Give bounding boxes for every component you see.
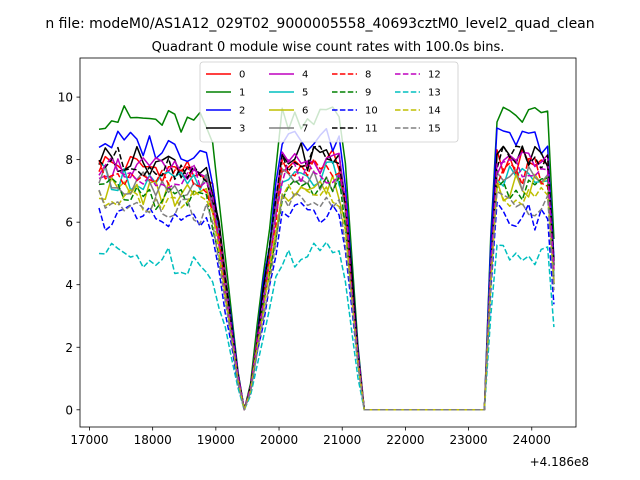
legend-label-14: 14: [428, 106, 441, 117]
legend-label-8: 8: [365, 70, 371, 81]
y-tick-label: 0: [65, 403, 73, 417]
legend-label-3: 3: [239, 124, 245, 135]
y-tick-label: 6: [65, 216, 73, 230]
x-tick-label: 18000: [134, 433, 172, 447]
legend-label-15: 15: [428, 124, 441, 135]
legend-label-9: 9: [365, 88, 371, 99]
y-tick-label: 8: [65, 153, 73, 167]
chart-title: Quadrant 0 module wise count rates with …: [152, 40, 505, 55]
x-tick-label: 23000: [449, 433, 487, 447]
legend-label-7: 7: [302, 124, 308, 135]
legend-label-1: 1: [239, 88, 245, 99]
y-tick-label: 10: [58, 91, 73, 105]
legend-label-10: 10: [365, 106, 378, 117]
series-line-14: [98, 183, 555, 411]
x-tick-label: 19000: [197, 433, 235, 447]
legend-label-0: 0: [239, 70, 245, 81]
y-tick-label: 2: [65, 341, 73, 355]
chart-suptitle: n file: modeM0/AS1A12_029T02_9000005558_…: [45, 16, 594, 32]
legend-label-11: 11: [365, 124, 378, 135]
x-tick-label: 24000: [513, 433, 551, 447]
legend-label-2: 2: [239, 106, 245, 117]
x-tick-label: 17000: [70, 433, 108, 447]
legend-label-4: 4: [302, 70, 308, 81]
series-line-15: [98, 189, 555, 411]
y-tick-label: 4: [65, 278, 73, 292]
legend-label-5: 5: [302, 88, 308, 99]
series-line-13: [98, 241, 555, 411]
x-tick-label: 22000: [386, 433, 424, 447]
legend-label-13: 13: [428, 88, 441, 99]
x-tick-label: 21000: [323, 433, 361, 447]
ticks-layer: 17000 18000 19000 20000 21000 22000 23000 24000…: [58, 91, 551, 447]
legend-label-6: 6: [302, 106, 308, 117]
x-offset-label: +4.186e8: [530, 455, 589, 469]
legend-label-12: 12: [428, 70, 441, 81]
axes-frame: [79, 57, 577, 428]
x-tick-label: 20000: [260, 433, 298, 447]
